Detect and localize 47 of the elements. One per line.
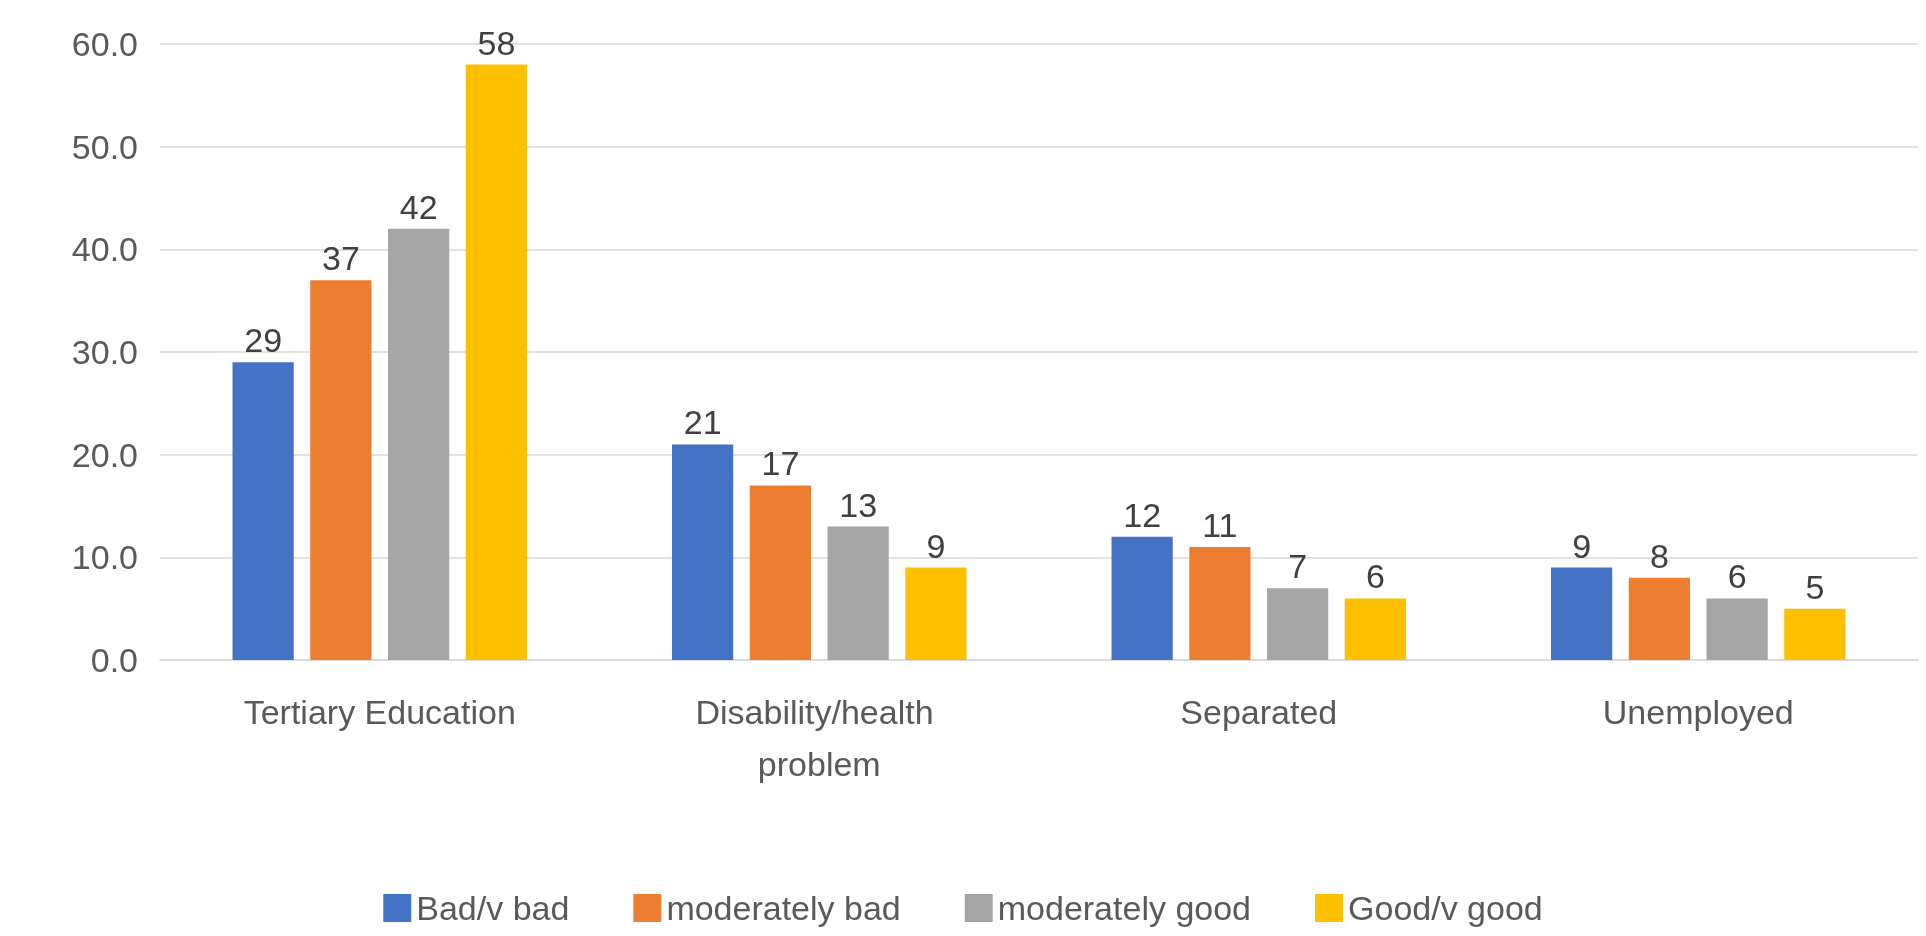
bar: [232, 362, 294, 660]
data-label: 6: [1365, 557, 1385, 596]
data-label: 37: [321, 239, 360, 278]
data-label: 9: [926, 526, 946, 565]
data-label: 58: [477, 23, 516, 62]
y-tick-label: 20.0: [71, 435, 138, 474]
data-label: 7: [1288, 547, 1308, 586]
x-tick-label: Unemployed: [1602, 693, 1794, 731]
bar: [827, 526, 889, 660]
data-label: 8: [1649, 536, 1669, 575]
bar: [465, 64, 527, 660]
bar: [672, 444, 734, 660]
legend-label: Bad/v bad: [416, 889, 570, 927]
bar: [1784, 608, 1846, 660]
x-tick-label: Disability/health problem: [695, 693, 944, 783]
bar: [388, 228, 450, 660]
data-label: 29: [244, 321, 283, 360]
data-label: 21: [683, 403, 722, 442]
data-label: 17: [761, 444, 800, 483]
legend-label: moderately bad: [666, 889, 901, 927]
bar: [1189, 547, 1251, 660]
y-tick-label: 50.0: [71, 127, 138, 166]
bar: [905, 567, 967, 660]
data-label: 5: [1805, 567, 1825, 606]
bar: [1628, 577, 1690, 660]
bar: [310, 280, 372, 660]
y-tick-label: 10.0: [71, 538, 138, 577]
y-tick-label: 60.0: [71, 25, 138, 63]
data-label: 42: [399, 187, 438, 226]
bar: [1111, 536, 1173, 660]
x-tick-label: Separated: [1180, 693, 1338, 731]
legend-label: Good/v good: [1348, 889, 1543, 927]
bar: [749, 485, 811, 660]
bar: [1344, 598, 1406, 660]
x-tick-label: Tertiary Education: [243, 693, 516, 731]
y-tick-label: 30.0: [71, 333, 138, 371]
bar: [1551, 567, 1613, 660]
data-label: 6: [1727, 557, 1747, 596]
data-label: 9: [1572, 526, 1592, 565]
data-label: 13: [839, 485, 878, 524]
data-label: 12: [1123, 495, 1162, 534]
bar: [1267, 588, 1329, 660]
legend-label: moderately good: [997, 889, 1252, 927]
y-tick-label: 40.0: [71, 230, 138, 269]
bar: [1706, 598, 1768, 660]
data-label: 11: [1202, 506, 1238, 545]
y-tick-label: 0.0: [90, 641, 138, 679]
